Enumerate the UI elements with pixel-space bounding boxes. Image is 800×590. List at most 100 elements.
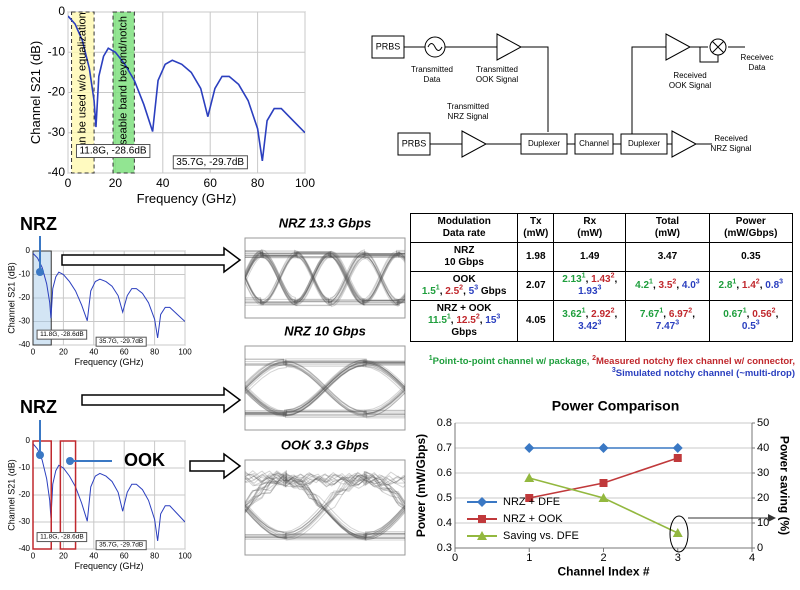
eye-trace	[245, 504, 405, 539]
eye-trace	[245, 474, 405, 504]
eye-trace	[245, 476, 405, 541]
node-label: Receivec	[741, 53, 774, 62]
eye-trace	[245, 473, 405, 537]
x-tick-label: 20	[59, 347, 68, 356]
node-label: PRBS	[402, 138, 427, 148]
eye-trace	[245, 503, 405, 536]
table-cell: 7.671, 6.972, 7.473	[625, 300, 710, 342]
cell-text: ,	[463, 286, 469, 297]
eye-trace	[245, 388, 405, 417]
cell-line: (mW)	[628, 228, 706, 240]
cell-line: 7.473	[628, 320, 706, 333]
cell-line: 2.07	[520, 280, 551, 292]
arrow	[61, 246, 242, 274]
cell-text: (mW)	[654, 228, 680, 239]
eye-trace	[245, 360, 405, 416]
x-tick-label: 20	[109, 176, 123, 190]
eye-trace	[245, 249, 405, 304]
cell-text: ,	[439, 286, 446, 297]
node-label: Data	[424, 75, 441, 84]
eye-trace	[245, 363, 405, 416]
y-axis-label: Channel S21 (dB)	[7, 262, 17, 334]
y-tick-label: 0.8	[437, 417, 452, 429]
series-line	[33, 253, 185, 339]
eye-trace	[245, 361, 405, 364]
eye-trace	[245, 252, 405, 306]
eye-trace	[245, 472, 405, 488]
x-tick-label: 80	[251, 176, 265, 190]
x-tick-label: 0	[31, 551, 36, 560]
eye-trace	[245, 361, 405, 416]
eye-trace	[245, 469, 405, 506]
table-cell: 2.07	[517, 271, 555, 301]
eye-trace	[245, 474, 405, 537]
chart: -40 -30 -20 -10 0 0 20 40 60 80 100 Frequency (GHz)…	[28, 4, 315, 206]
band	[112, 11, 135, 174]
cell-text: 2.07	[526, 280, 546, 291]
superscript: 1	[446, 313, 451, 321]
table-cell: OOK 1.51, 2.52, 53 Gbps	[409, 271, 519, 301]
eye-trace	[245, 470, 405, 539]
y-tick-label: -20	[48, 85, 66, 99]
y-tick-label: 0	[58, 4, 65, 18]
eye-trace	[245, 250, 405, 306]
eye-trace	[245, 472, 405, 533]
cell-text: ,	[585, 274, 592, 285]
band-label: Can be used w/o equalization	[77, 12, 89, 156]
cell-line: 10 Gbps	[413, 257, 515, 269]
y-tick-label: -30	[18, 517, 30, 526]
table-cell: 3.47	[625, 242, 710, 272]
eye-trace	[245, 359, 405, 417]
superscript: 2	[459, 284, 464, 292]
eye-trace	[245, 472, 405, 514]
y2-axis-label: Power saving (%)	[778, 436, 792, 535]
x-tick-label: 3	[675, 552, 681, 564]
wire	[699, 47, 719, 63]
node-label: OOK Signal	[669, 81, 711, 90]
cell-line: 4.21, 3.52, 4.03	[628, 279, 706, 292]
y-tick-label: -10	[48, 44, 66, 58]
x-tick-label: 100	[178, 551, 192, 560]
eye-trace	[245, 360, 405, 418]
y-tick-label: 0.5	[437, 492, 452, 504]
eye-trace	[245, 470, 405, 540]
eye-trace	[245, 251, 405, 304]
y-tick-label: -40	[48, 165, 66, 179]
cell-text: 3.47	[657, 251, 678, 262]
annotation-box	[95, 336, 147, 347]
legend-label: NRZ + DFE	[503, 496, 560, 508]
cell-text: 0.67	[723, 309, 743, 320]
table-cell: NRZ 10 Gbps	[409, 242, 519, 272]
cell-text: ,	[614, 309, 618, 320]
superscript: 1	[428, 354, 433, 362]
cell-line: OOK	[413, 274, 515, 286]
footnote-text: Simulated notchy channel (~multi-drop)	[615, 368, 795, 379]
cell-line: 1.49	[556, 251, 623, 263]
cell-line: 0.53	[712, 320, 790, 333]
x-tick-label: 100	[178, 347, 192, 356]
cell-text: Data rate	[442, 228, 486, 239]
cell-line: 3.423	[556, 320, 623, 333]
y-tick-label: -10	[18, 463, 30, 472]
superscript: 1	[742, 307, 747, 315]
cell-text: 1.98	[526, 251, 546, 262]
x-tick-label: 0	[31, 347, 36, 356]
annotation: 35.7G, -29.7dB	[176, 157, 244, 168]
cell-text: Power	[735, 216, 766, 227]
chart-title: Power Comparison	[552, 398, 680, 414]
eye-trace	[245, 360, 405, 417]
annotation-box	[75, 144, 151, 159]
eye-trace	[245, 470, 405, 540]
amplifier	[496, 33, 523, 61]
eye-trace	[245, 504, 405, 537]
eye-trace	[245, 505, 405, 539]
x-tick-label: 80	[150, 551, 159, 560]
cell-text: 1.93	[578, 286, 598, 297]
superscript: 2	[610, 272, 615, 280]
block	[371, 35, 405, 59]
callout: NRZ	[20, 397, 57, 417]
marker	[477, 497, 487, 507]
cell-text: NRZ	[453, 245, 475, 256]
superscript: 2	[771, 307, 776, 315]
